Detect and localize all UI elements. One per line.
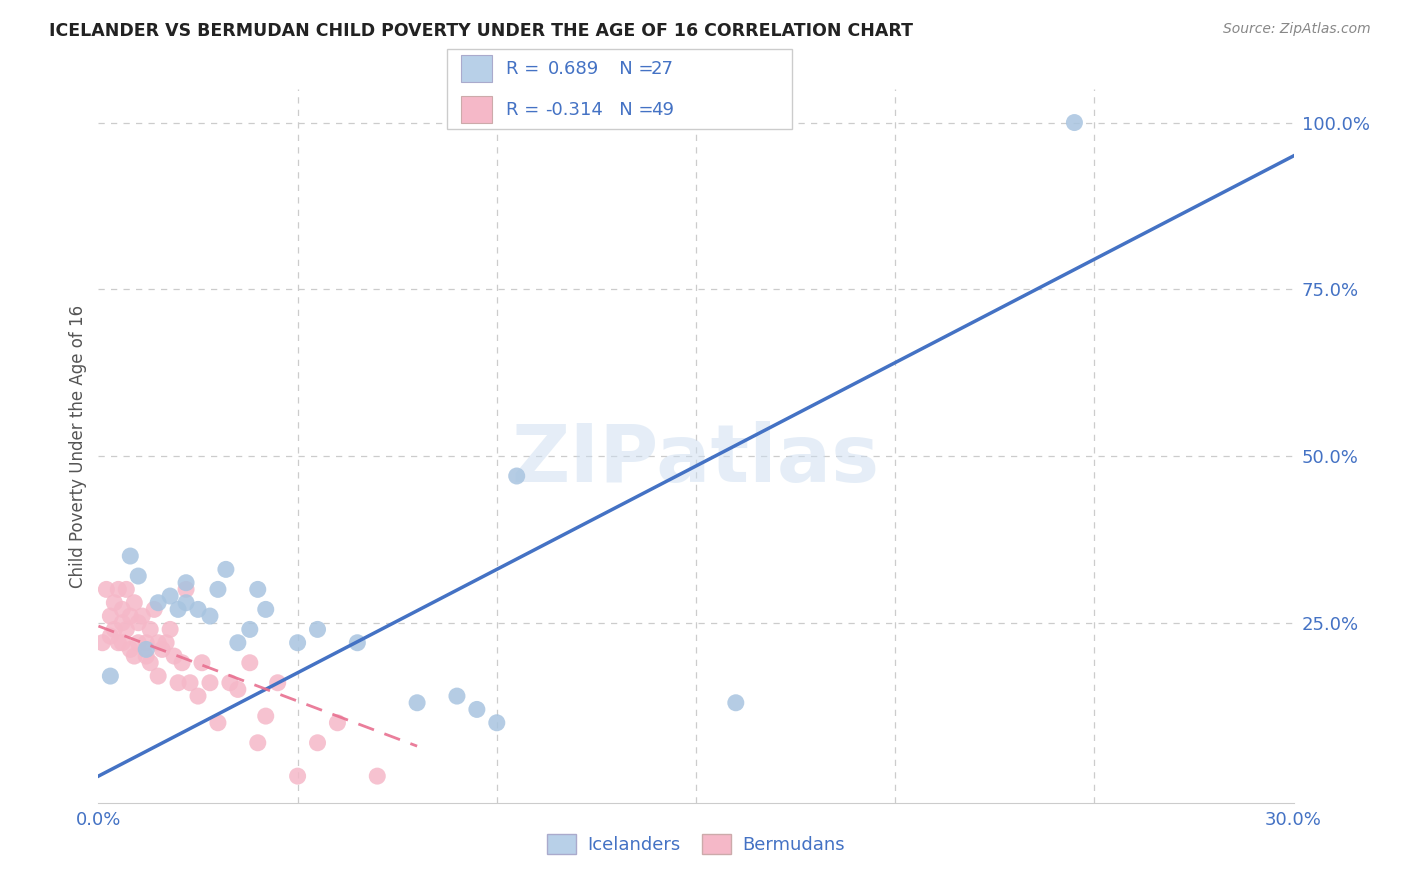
- Text: ZIPatlas: ZIPatlas: [512, 421, 880, 500]
- Point: [346, 636, 368, 650]
- Text: -0.314: -0.314: [546, 101, 603, 119]
- Point: [239, 623, 262, 637]
- Point: [215, 562, 238, 576]
- Point: [111, 602, 134, 616]
- Point: [191, 656, 214, 670]
- Point: [148, 636, 170, 650]
- Point: [465, 702, 488, 716]
- Point: [131, 609, 153, 624]
- Point: [307, 623, 329, 637]
- Point: [155, 636, 177, 650]
- Text: N =: N =: [602, 60, 659, 78]
- Point: [103, 596, 125, 610]
- Point: [127, 615, 149, 630]
- Point: [326, 715, 349, 730]
- Point: [506, 469, 529, 483]
- Point: [135, 649, 157, 664]
- Point: [1063, 115, 1085, 129]
- Text: R =: R =: [506, 101, 546, 119]
- Point: [148, 596, 170, 610]
- Point: [167, 675, 190, 690]
- Point: [187, 602, 209, 616]
- Text: N =: N =: [602, 101, 659, 119]
- Point: [226, 682, 249, 697]
- Point: [246, 736, 269, 750]
- Point: [724, 696, 747, 710]
- Point: [150, 642, 173, 657]
- Text: 49: 49: [651, 101, 673, 119]
- Point: [111, 615, 134, 630]
- Point: [124, 649, 146, 664]
- Legend: Icelanders, Bermudans: Icelanders, Bermudans: [540, 827, 852, 862]
- Point: [254, 602, 277, 616]
- Point: [115, 582, 138, 597]
- Point: [127, 569, 149, 583]
- Point: [148, 669, 170, 683]
- Point: [187, 689, 209, 703]
- Point: [307, 736, 329, 750]
- Text: R =: R =: [506, 60, 551, 78]
- Point: [267, 675, 290, 690]
- Text: Source: ZipAtlas.com: Source: ZipAtlas.com: [1223, 22, 1371, 37]
- Point: [111, 636, 134, 650]
- Point: [96, 582, 118, 597]
- Point: [246, 582, 269, 597]
- Point: [120, 609, 142, 624]
- Point: [139, 623, 162, 637]
- Point: [207, 715, 229, 730]
- Point: [135, 636, 157, 650]
- Point: [120, 642, 142, 657]
- Point: [198, 609, 221, 624]
- Point: [103, 623, 125, 637]
- Point: [174, 596, 197, 610]
- Text: 0.689: 0.689: [548, 60, 599, 78]
- Point: [406, 696, 429, 710]
- Point: [167, 602, 190, 616]
- Point: [174, 582, 197, 597]
- Point: [174, 575, 197, 590]
- Point: [485, 715, 508, 730]
- Point: [207, 582, 229, 597]
- Point: [107, 582, 129, 597]
- Point: [446, 689, 468, 703]
- Point: [163, 649, 186, 664]
- Point: [115, 623, 138, 637]
- Point: [172, 656, 194, 670]
- Y-axis label: Child Poverty Under the Age of 16: Child Poverty Under the Age of 16: [69, 304, 87, 588]
- Point: [179, 675, 201, 690]
- Text: ICELANDER VS BERMUDAN CHILD POVERTY UNDER THE AGE OF 16 CORRELATION CHART: ICELANDER VS BERMUDAN CHILD POVERTY UNDE…: [49, 22, 914, 40]
- Point: [91, 636, 114, 650]
- Point: [98, 629, 122, 643]
- Point: [219, 675, 242, 690]
- Point: [120, 549, 142, 563]
- Point: [159, 589, 181, 603]
- Text: 27: 27: [651, 60, 673, 78]
- Point: [159, 623, 181, 637]
- Point: [98, 669, 122, 683]
- Point: [139, 656, 162, 670]
- Point: [107, 636, 129, 650]
- Point: [143, 602, 166, 616]
- Point: [287, 636, 309, 650]
- Point: [127, 636, 149, 650]
- Point: [239, 656, 262, 670]
- Point: [198, 675, 221, 690]
- Point: [226, 636, 249, 650]
- Point: [98, 609, 122, 624]
- Point: [124, 596, 146, 610]
- Point: [135, 642, 157, 657]
- Point: [287, 769, 309, 783]
- Point: [366, 769, 388, 783]
- Point: [254, 709, 277, 723]
